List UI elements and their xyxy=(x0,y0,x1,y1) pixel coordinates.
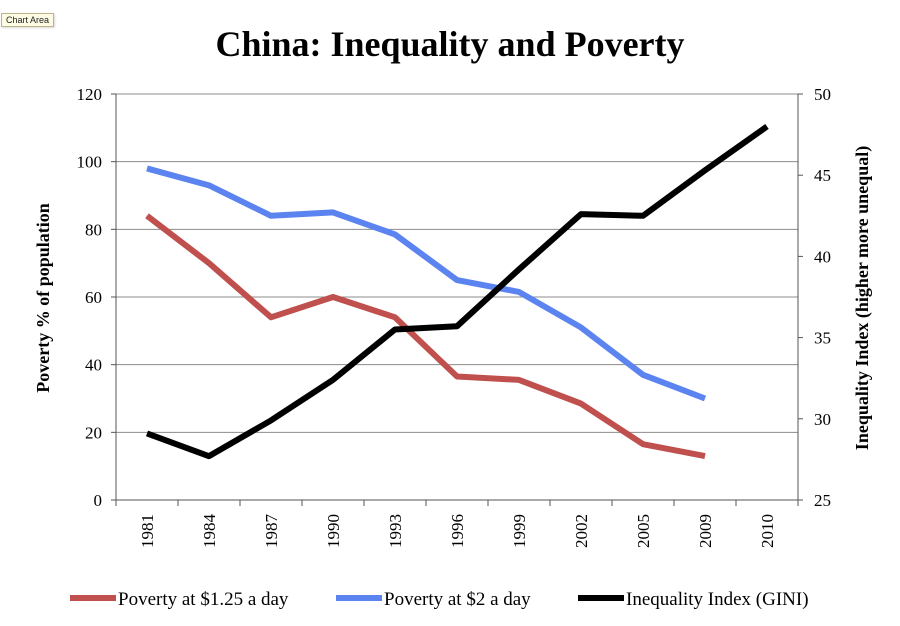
x-tick-label: 2002 xyxy=(572,514,591,548)
y-left-tick-label: 80 xyxy=(85,220,102,239)
y-right-tick-label: 40 xyxy=(814,247,831,266)
y-right-tick-label: 25 xyxy=(814,491,831,510)
series-line-2 xyxy=(145,124,769,460)
x-axis-ticks: 1981 1984 1987 1990 1993 1996 1999 2002 2005 2009… xyxy=(115,500,799,549)
legend: Poverty at $1.25 a day Poverty at $2 a da… xyxy=(70,589,809,610)
y-left-tick-label: 40 xyxy=(85,356,102,375)
y-left-tick-label: 0 xyxy=(94,491,103,510)
y-left-tick-label: 120 xyxy=(77,85,103,104)
y-right-tick-label: 45 xyxy=(814,166,831,185)
y-left-tick-label: 100 xyxy=(77,153,103,172)
chart-title: China: Inequality and Poverty xyxy=(215,24,684,64)
x-tick-label: 1981 xyxy=(138,514,157,548)
x-tick-label: 2005 xyxy=(634,514,653,548)
x-tick-label: 1987 xyxy=(262,514,281,549)
gridlines xyxy=(115,93,799,501)
series-lines xyxy=(145,124,769,460)
y-axis-left-label: Poverty % of population xyxy=(33,203,53,393)
series-line-1 xyxy=(146,165,707,402)
y-right-tick-label: 35 xyxy=(814,329,831,348)
x-tick-label: 1984 xyxy=(200,514,219,549)
y-right-tick-label: 30 xyxy=(814,410,831,429)
legend-label-2: Inequality Index (GINI) xyxy=(626,589,809,610)
y-right-tick-label: 50 xyxy=(814,85,831,104)
legend-label-1: Poverty at $2 a day xyxy=(384,589,531,610)
y-axis-right-label: Inequality Index (higher more unequal) xyxy=(852,146,873,450)
x-tick-label: 1993 xyxy=(386,514,405,548)
x-tick-label: 1990 xyxy=(324,514,343,548)
x-tick-label: 1996 xyxy=(448,514,467,548)
x-tick-label: 1999 xyxy=(510,514,529,548)
chart-area-tooltip: Chart Area xyxy=(1,13,55,27)
x-tick-label: 2010 xyxy=(758,514,777,548)
series-line-0 xyxy=(145,213,706,459)
legend-label-0: Poverty at $1.25 a day xyxy=(118,589,289,610)
right-axis-ticks: 25 30 35 40 45 50 xyxy=(798,85,831,510)
x-tick-label: 2009 xyxy=(696,514,715,548)
left-axis-ticks: 0 20 40 60 80 100 120 xyxy=(77,85,116,510)
y-left-tick-label: 60 xyxy=(85,288,102,307)
y-left-tick-label: 20 xyxy=(85,423,102,442)
